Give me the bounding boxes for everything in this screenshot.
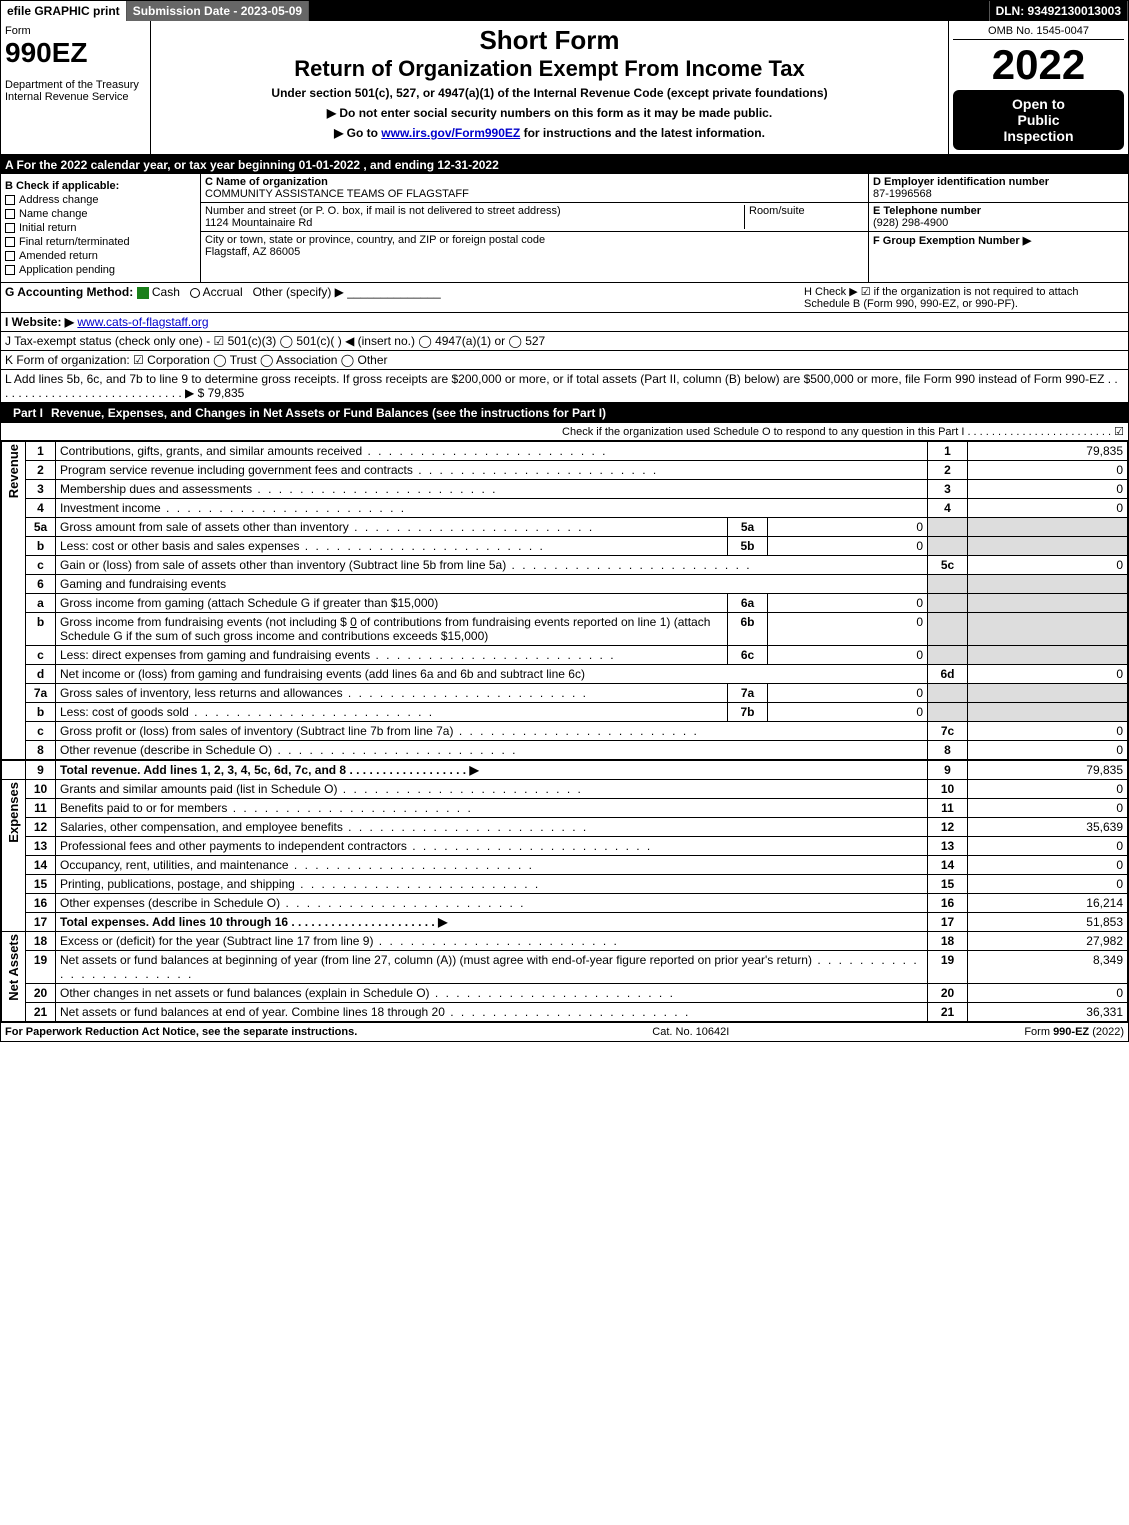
ein: 87-1996568 bbox=[873, 188, 1124, 200]
line-i: I Website: ▶ www.cats-of-flagstaff.org bbox=[1, 313, 1128, 332]
accrual-checkbox-icon bbox=[190, 288, 200, 298]
tax-year: 2022 bbox=[953, 44, 1124, 86]
part1-title: Revenue, Expenses, and Changes in Net As… bbox=[51, 406, 1124, 420]
line-a: A For the 2022 calendar year, or tax yea… bbox=[1, 156, 1128, 174]
efile-label: efile GRAPHIC print bbox=[1, 1, 127, 21]
c-name-label: C Name of organization bbox=[205, 176, 864, 188]
line-k: K Form of organization: ☑ Corporation ◯ … bbox=[1, 351, 1128, 370]
page-footer: For Paperwork Reduction Act Notice, see … bbox=[1, 1022, 1128, 1041]
table-row: b Gross income from fundraising events (… bbox=[2, 613, 1128, 646]
footer-left: For Paperwork Reduction Act Notice, see … bbox=[5, 1026, 357, 1038]
chk-final-return: Final return/terminated bbox=[5, 236, 196, 248]
expenses-side-label: Expenses bbox=[6, 782, 21, 843]
footer-catno: Cat. No. 10642I bbox=[652, 1026, 729, 1038]
col-c: C Name of organization COMMUNITY ASSISTA… bbox=[201, 174, 868, 282]
table-row: cGross profit or (loss) from sales of in… bbox=[2, 722, 1128, 741]
form-header: Form 990EZ Department of the Treasury In… bbox=[1, 21, 1128, 156]
table-row: 4Investment income 40 bbox=[2, 499, 1128, 518]
line-h: H Check ▶ ☑ if the organization is not r… bbox=[804, 285, 1124, 310]
table-row: cLess: direct expenses from gaming and f… bbox=[2, 646, 1128, 665]
table-row: 14Occupancy, rent, utilities, and mainte… bbox=[2, 856, 1128, 875]
table-row: 7aGross sales of inventory, less returns… bbox=[2, 684, 1128, 703]
netassets-side-label: Net Assets bbox=[6, 934, 21, 1001]
table-row: Net Assets 18Excess or (deficit) for the… bbox=[2, 932, 1128, 951]
open-public-inspection: Open to Public Inspection bbox=[953, 90, 1124, 150]
table-row: 21Net assets or fund balances at end of … bbox=[2, 1003, 1128, 1022]
revenue-table: Revenue 1 Contributions, gifts, grants, … bbox=[1, 441, 1128, 1022]
table-row: 3Membership dues and assessments 30 bbox=[2, 480, 1128, 499]
f-group-exemption: F Group Exemption Number ▶ bbox=[873, 234, 1124, 247]
ssn-note: ▶ Do not enter social security numbers o… bbox=[159, 106, 940, 120]
line-l: L Add lines 5b, 6c, and 7b to line 9 to … bbox=[1, 370, 1128, 403]
table-row: 11Benefits paid to or for members110 bbox=[2, 799, 1128, 818]
chk-name-change: Name change bbox=[5, 208, 196, 220]
table-row: 13Professional fees and other payments t… bbox=[2, 837, 1128, 856]
table-row: 20Other changes in net assets or fund ba… bbox=[2, 984, 1128, 1003]
table-row: 2Program service revenue including gover… bbox=[2, 461, 1128, 480]
col-d: D Employer identification number 87-1996… bbox=[868, 174, 1128, 282]
table-row: 9Total revenue. Add lines 1, 2, 3, 4, 5c… bbox=[2, 760, 1128, 780]
table-row: 17Total expenses. Add lines 10 through 1… bbox=[2, 913, 1128, 932]
gross-receipts: $ 79,835 bbox=[198, 386, 245, 400]
short-form-title: Short Form bbox=[159, 25, 940, 56]
form-label: Form bbox=[5, 25, 146, 37]
table-row: Expenses 10Grants and similar amounts pa… bbox=[2, 780, 1128, 799]
table-row: 19Net assets or fund balances at beginni… bbox=[2, 951, 1128, 984]
line1-desc: Contributions, gifts, grants, and simila… bbox=[56, 442, 928, 461]
table-row: 12Salaries, other compensation, and empl… bbox=[2, 818, 1128, 837]
table-row: dNet income or (loss) from gaming and fu… bbox=[2, 665, 1128, 684]
org-name: COMMUNITY ASSISTANCE TEAMS OF FLAGSTAFF bbox=[205, 188, 864, 200]
part1-checkline: Check if the organization used Schedule … bbox=[1, 423, 1128, 441]
table-row: bLess: cost of goods sold 7b0 bbox=[2, 703, 1128, 722]
under-section: Under section 501(c), 527, or 4947(a)(1)… bbox=[159, 86, 940, 100]
irs-label: Internal Revenue Service bbox=[5, 91, 146, 103]
table-row: Revenue 1 Contributions, gifts, grants, … bbox=[2, 442, 1128, 461]
table-row: 16Other expenses (describe in Schedule O… bbox=[2, 894, 1128, 913]
info-grid: B Check if applicable: Address change Na… bbox=[1, 174, 1128, 283]
chk-initial-return: Initial return bbox=[5, 222, 196, 234]
org-city: Flagstaff, AZ 86005 bbox=[205, 246, 864, 258]
cash-checkbox-icon bbox=[137, 287, 149, 299]
table-row: 8Other revenue (describe in Schedule O) … bbox=[2, 741, 1128, 761]
part1-tab: Part I bbox=[5, 406, 51, 420]
website-link[interactable]: www.cats-of-flagstaff.org bbox=[77, 315, 208, 329]
line-j: J Tax-exempt status (check only one) - ☑… bbox=[1, 332, 1128, 351]
c-addr-label: Number and street (or P. O. box, if mail… bbox=[205, 205, 744, 217]
return-title: Return of Organization Exempt From Incom… bbox=[159, 56, 940, 82]
table-row: cGain or (loss) from sale of assets othe… bbox=[2, 556, 1128, 575]
form-number: 990EZ bbox=[5, 37, 146, 69]
table-row: aGross income from gaming (attach Schedu… bbox=[2, 594, 1128, 613]
org-address: 1124 Mountainaire Rd bbox=[205, 217, 744, 229]
revenue-side-label: Revenue bbox=[6, 444, 21, 498]
b-label: B Check if applicable: bbox=[5, 180, 196, 192]
dln: DLN: 93492130013003 bbox=[990, 1, 1128, 21]
table-row: 15Printing, publications, postage, and s… bbox=[2, 875, 1128, 894]
telephone: (928) 298-4900 bbox=[873, 217, 1124, 229]
part1-bar: Part I Revenue, Expenses, and Changes in… bbox=[1, 403, 1128, 423]
table-row: 6Gaming and fundraising events bbox=[2, 575, 1128, 594]
footer-right: Form 990-EZ (2022) bbox=[1024, 1026, 1124, 1038]
col-b: B Check if applicable: Address change Na… bbox=[1, 174, 201, 282]
top-bar: efile GRAPHIC print Submission Date - 20… bbox=[1, 1, 1128, 21]
room-suite-label: Room/suite bbox=[744, 205, 864, 229]
omb-number: OMB No. 1545-0047 bbox=[953, 25, 1124, 40]
d-ein-label: D Employer identification number bbox=[873, 176, 1124, 188]
dept-treasury: Department of the Treasury bbox=[5, 79, 146, 91]
chk-address-change: Address change bbox=[5, 194, 196, 206]
goto-note: ▶ Go to www.irs.gov/Form990EZ for instru… bbox=[159, 126, 940, 140]
submission-date: Submission Date - 2023-05-09 bbox=[127, 1, 309, 21]
table-row: bLess: cost or other basis and sales exp… bbox=[2, 537, 1128, 556]
chk-application-pending: Application pending bbox=[5, 264, 196, 276]
line1-amt: 79,835 bbox=[968, 442, 1128, 461]
e-tel-label: E Telephone number bbox=[873, 205, 1124, 217]
irs-link[interactable]: www.irs.gov/Form990EZ bbox=[381, 126, 520, 140]
c-city-label: City or town, state or province, country… bbox=[205, 234, 864, 246]
line-g: G Accounting Method: Cash Accrual Other … bbox=[5, 285, 804, 310]
chk-amended-return: Amended return bbox=[5, 250, 196, 262]
table-row: 5aGross amount from sale of assets other… bbox=[2, 518, 1128, 537]
